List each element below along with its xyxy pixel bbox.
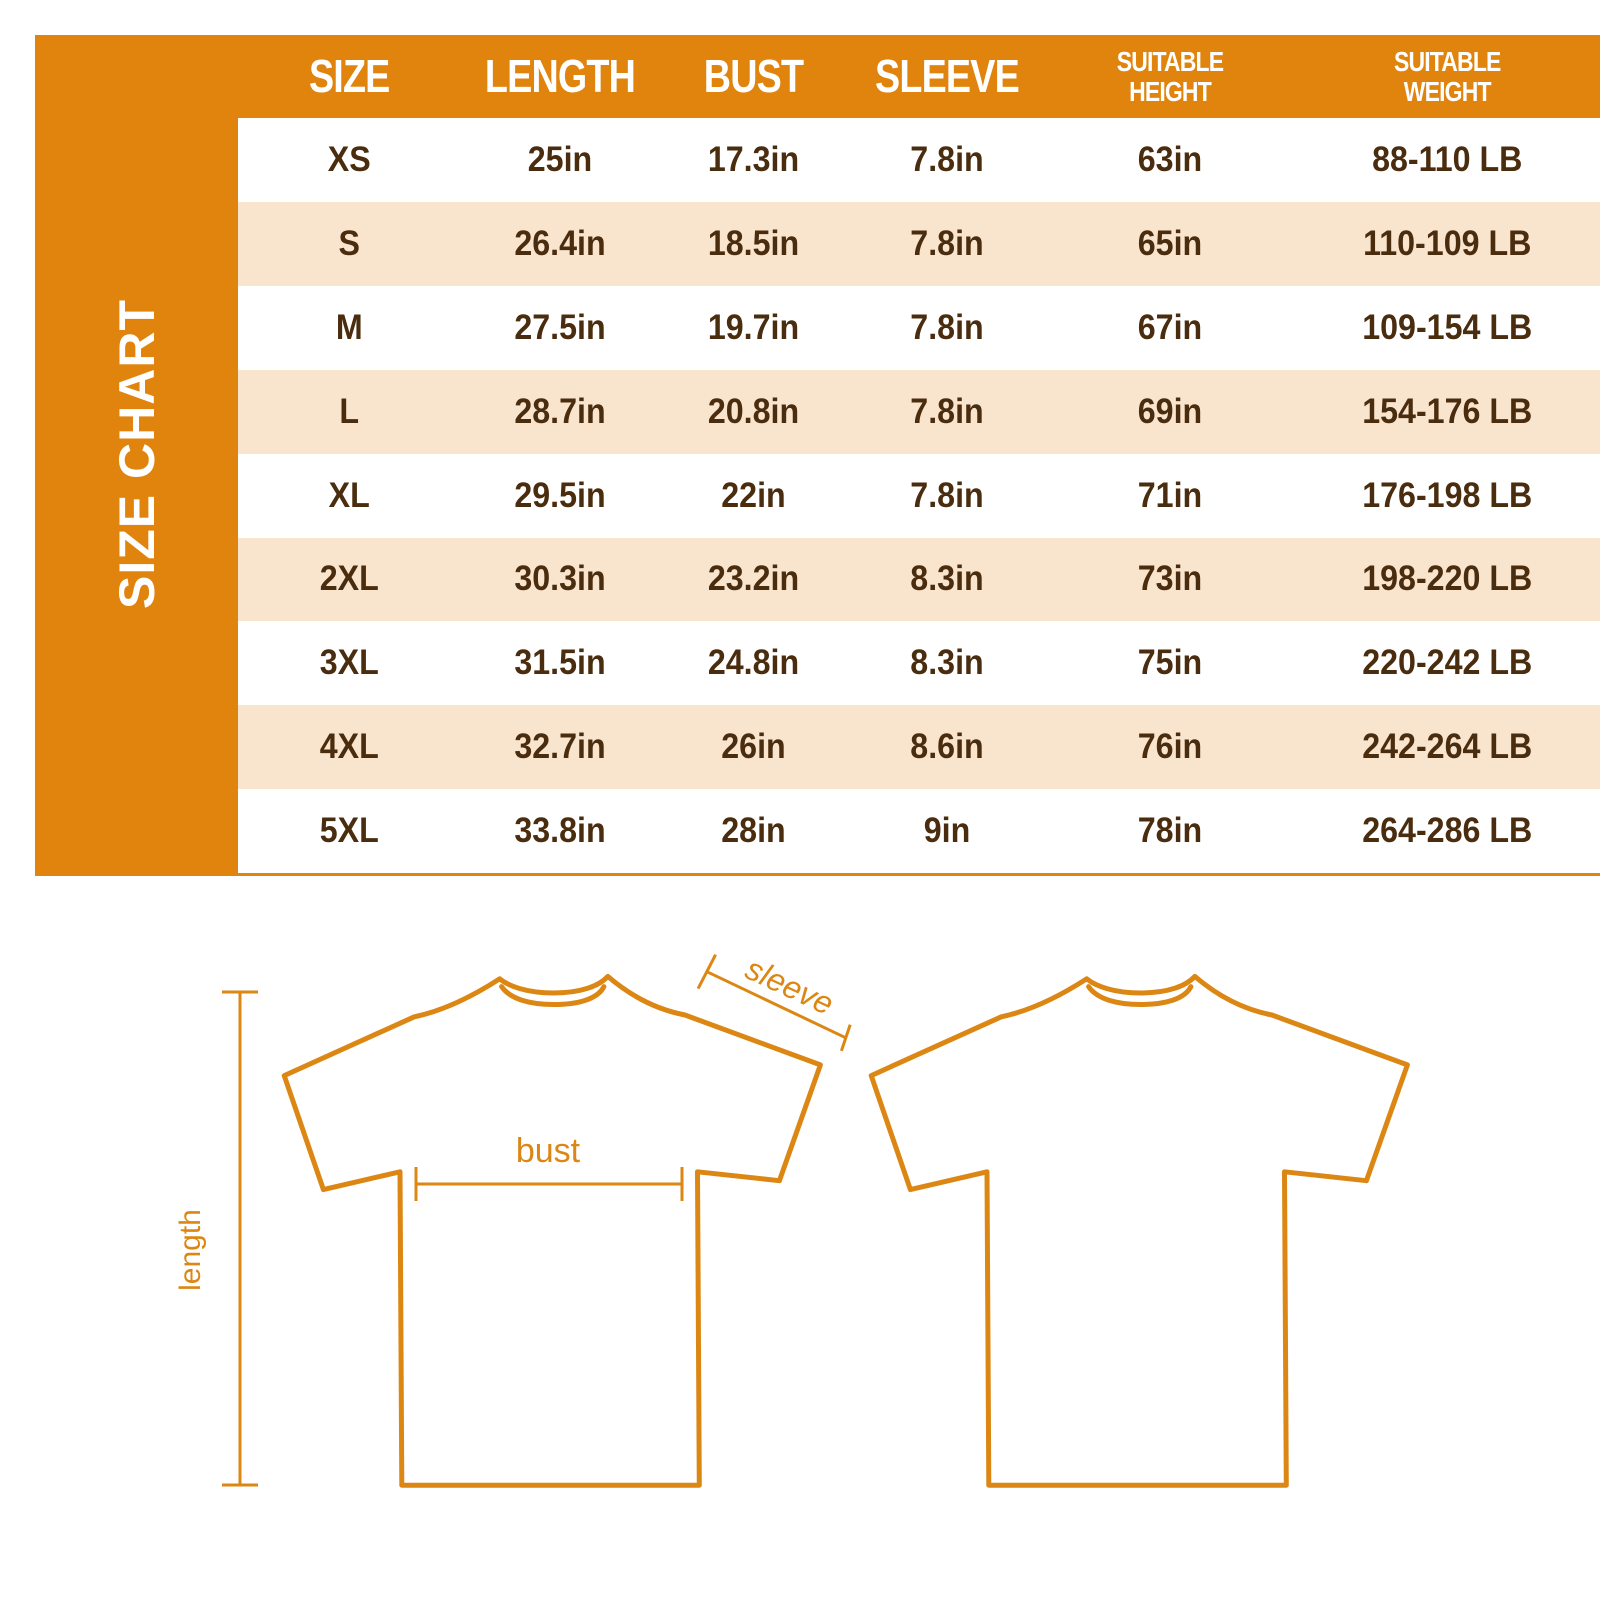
svg-text:length: length xyxy=(174,1209,207,1291)
svg-text:bust: bust xyxy=(516,1132,581,1170)
